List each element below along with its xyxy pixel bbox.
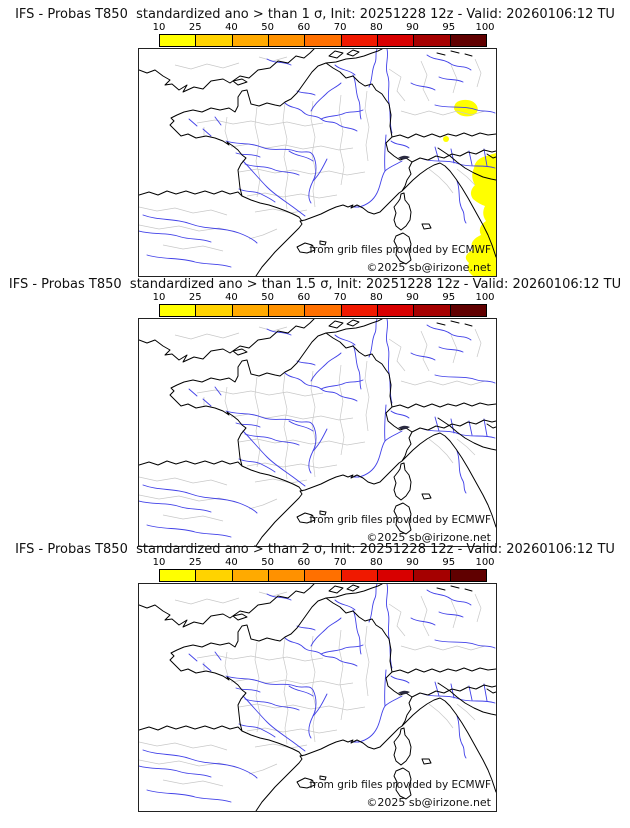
colorbar-tick: 70 xyxy=(333,292,347,303)
colorbar-tick: 40 xyxy=(225,22,238,33)
colorbar-segment xyxy=(449,35,486,46)
colorbar-segment xyxy=(160,305,196,316)
colorbar-tick: 10 xyxy=(152,22,166,33)
colorbar-tick: 95 xyxy=(442,557,456,568)
colorbar-segment xyxy=(231,35,268,46)
colorbar-segment xyxy=(340,35,377,46)
colorbar xyxy=(159,34,487,47)
france-map: from grib files provided by ECMWF ©2025 … xyxy=(138,318,497,547)
france-map: from grib files provided by ECMWF ©2025 … xyxy=(138,583,497,812)
colorbar-segment xyxy=(304,305,341,316)
panel-1: IFS - Probas T850 standardized ano > tha… xyxy=(0,0,630,277)
colorbar-segment xyxy=(376,570,414,581)
colorbar-tick: 40 xyxy=(225,292,238,303)
colorbar-segment xyxy=(449,305,486,316)
colorbar-segment xyxy=(340,305,377,316)
colorbar-segment xyxy=(376,305,414,316)
colorbar-tick: 10 xyxy=(152,292,166,303)
colorbar-tick: 100 xyxy=(475,22,495,33)
colorbar xyxy=(159,569,487,582)
colorbar xyxy=(159,304,487,317)
panel-title: IFS - Probas T850 standardized ano > tha… xyxy=(15,7,615,22)
colorbar-segment xyxy=(160,35,196,46)
colorbar-tick-labels: 10 25 40 50 60 70 80 90 95 100 xyxy=(153,292,495,303)
colorbar-segment xyxy=(195,305,232,316)
colorbar-segment xyxy=(195,570,232,581)
colorbar-tick-labels: 10 25 40 50 60 70 80 90 95 100 xyxy=(153,557,495,568)
panel-3: IFS - Probas T850 standardized ano > tha… xyxy=(0,535,630,828)
colorbar-tick: 50 xyxy=(261,292,275,303)
colorbar-segment xyxy=(340,570,377,581)
colorbar-segment xyxy=(267,570,305,581)
colorbar-segment xyxy=(267,35,305,46)
colorbar-segment xyxy=(267,305,305,316)
colorbar-segment xyxy=(413,570,450,581)
colorbar-segment xyxy=(195,35,232,46)
colorbar-segment xyxy=(231,305,268,316)
colorbar-tick: 60 xyxy=(297,22,311,33)
colorbar-tick: 90 xyxy=(406,22,419,33)
colorbar-tick: 40 xyxy=(225,557,238,568)
copyright-credit: ©2025 sb@irizone.net xyxy=(366,796,491,809)
colorbar-tick: 70 xyxy=(333,22,347,33)
colorbar-tick: 100 xyxy=(475,557,495,568)
colorbar-tick: 25 xyxy=(188,22,202,33)
colorbar-tick: 60 xyxy=(297,557,311,568)
copyright-credit: ©2025 sb@irizone.net xyxy=(366,261,491,274)
colorbar-tick: 25 xyxy=(188,557,202,568)
colorbar-tick: 80 xyxy=(369,292,383,303)
copyright-credit: ©2025 sb@irizone.net xyxy=(366,531,491,544)
colorbar-tick: 95 xyxy=(442,22,456,33)
colorbar-segment xyxy=(304,570,341,581)
colorbar-segment xyxy=(304,35,341,46)
colorbar-segment xyxy=(376,35,414,46)
colorbar-tick-labels: 10 25 40 50 60 70 80 90 95 100 xyxy=(153,22,495,33)
ecmwf-credit: from grib files provided by ECMWF xyxy=(309,514,491,526)
colorbar-tick: 95 xyxy=(442,292,456,303)
colorbar-tick: 50 xyxy=(261,557,275,568)
colorbar-tick: 70 xyxy=(333,557,347,568)
panel-2: IFS - Probas T850 standardized ano > tha… xyxy=(0,270,630,547)
colorbar-tick: 90 xyxy=(406,557,419,568)
ecmwf-credit: from grib files provided by ECMWF xyxy=(309,779,491,791)
ecmwf-credit: from grib files provided by ECMWF xyxy=(309,244,491,256)
panel-title: IFS - Probas T850 standardized ano > tha… xyxy=(8,277,622,292)
colorbar-segment xyxy=(231,570,268,581)
colorbar-tick: 50 xyxy=(261,22,275,33)
colorbar-tick: 25 xyxy=(188,292,202,303)
panel-title: IFS - Probas T850 standardized ano > tha… xyxy=(15,542,615,557)
colorbar-segment xyxy=(160,570,196,581)
colorbar-tick: 10 xyxy=(152,557,166,568)
colorbar-segment xyxy=(449,570,486,581)
france-map: from grib files provided by ECMWF ©2025 … xyxy=(138,48,497,277)
colorbar-tick: 100 xyxy=(475,292,495,303)
colorbar-segment xyxy=(413,305,450,316)
colorbar-tick: 80 xyxy=(369,22,383,33)
colorbar-tick: 90 xyxy=(406,292,419,303)
colorbar-tick: 60 xyxy=(297,292,311,303)
colorbar-tick: 80 xyxy=(369,557,383,568)
colorbar-segment xyxy=(413,35,450,46)
